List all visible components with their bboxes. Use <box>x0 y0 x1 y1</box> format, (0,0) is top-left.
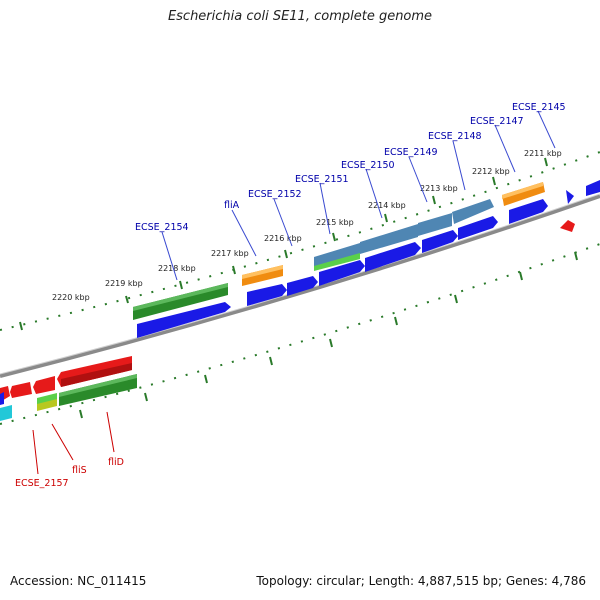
gene-green-1-shade <box>59 374 137 397</box>
ruler-label-2216: 2216 kbp <box>264 234 302 243</box>
gene-label-ECSE_2148: ECSE_2148 <box>428 131 482 142</box>
gene-label-ECSE_2154: ECSE_2154 <box>135 222 189 233</box>
gene-label-ECSE_2147: ECSE_2147 <box>470 116 524 127</box>
gene-fliS-b <box>37 399 57 411</box>
major-ticks-bottom <box>79 251 578 419</box>
major-ticks-top <box>19 157 548 331</box>
gene-red-3 <box>33 376 55 394</box>
reverse-features <box>0 356 137 421</box>
gene-fliA-shade <box>242 265 283 279</box>
gene-blue-7 <box>458 216 498 240</box>
gene-label-fliD: fliD <box>108 457 124 468</box>
gene-red-4-shade <box>61 363 132 387</box>
gene-label-ECSE_2145: ECSE_2145 <box>512 102 566 113</box>
gene-ECSE_2149 <box>418 213 452 236</box>
gene-blue-2 <box>247 284 287 306</box>
gene-blue-8 <box>509 199 548 224</box>
ruler-label-2218: 2218 kbp <box>158 264 196 273</box>
gene-ECSE_2147-shade <box>502 182 543 199</box>
forward-features-outer <box>133 180 600 320</box>
leader-lines-bottom <box>32 411 115 475</box>
gene-ECSE_2150 <box>360 224 418 254</box>
gene-blue-6 <box>422 230 458 253</box>
genome-summary-text: Topology: circular; Length: 4,887,515 bp… <box>256 574 586 588</box>
gene-ECSE_2151 <box>314 243 360 268</box>
gene-blue-3 <box>287 276 318 296</box>
map-title: Escherichia coli SE11, complete genome <box>167 9 433 24</box>
gene-label-fliS: fliS <box>72 465 87 476</box>
ruler-label-2219: 2219 kbp <box>105 279 143 288</box>
gene-fliS <box>37 393 57 405</box>
gene-ECSE_2148 <box>452 199 494 224</box>
ruler-label-2220: 2220 kbp <box>52 293 90 302</box>
gene-cyan-1 <box>0 405 12 421</box>
gene-label-fliA: fliA <box>224 200 240 211</box>
gene-label-ECSE_2151: ECSE_2151 <box>295 174 349 185</box>
gene-blue-rev <box>0 392 4 405</box>
gene-ECSE_2151-green <box>314 253 360 271</box>
gene-blue-1 <box>137 302 231 338</box>
leader-lines-top <box>161 110 556 281</box>
ruler-label-2211: 2211 kbp <box>524 149 562 158</box>
forward-features-inner <box>137 199 575 338</box>
ruler-label-2213: 2213 kbp <box>420 184 458 193</box>
gene-blue-5 <box>365 242 421 272</box>
gene-label-ECSE_2152: ECSE_2152 <box>248 189 302 200</box>
ruler-label-2217: 2217 kbp <box>211 249 249 258</box>
accession-text: Accession: NC_011415 <box>10 574 147 588</box>
gene-blue-4 <box>319 260 365 286</box>
gene-ECSE_2145 <box>586 180 600 196</box>
gene-label-ECSE_2157: ECSE_2157 <box>15 478 69 489</box>
ruler-label-2215: 2215 kbp <box>316 218 354 227</box>
gene-label-ECSE_2150: ECSE_2150 <box>341 160 395 171</box>
gene-ECSE_2154-shade <box>133 283 228 311</box>
gene-small-blue <box>566 190 574 204</box>
gene-label-ECSE_2149: ECSE_2149 <box>384 147 438 158</box>
gene-red-small <box>560 220 575 232</box>
gene-red-2 <box>10 382 32 398</box>
ruler-label-2214: 2214 kbp <box>368 201 406 210</box>
ruler-label-2212: 2212 kbp <box>472 167 510 176</box>
genome-backbone <box>0 194 600 378</box>
